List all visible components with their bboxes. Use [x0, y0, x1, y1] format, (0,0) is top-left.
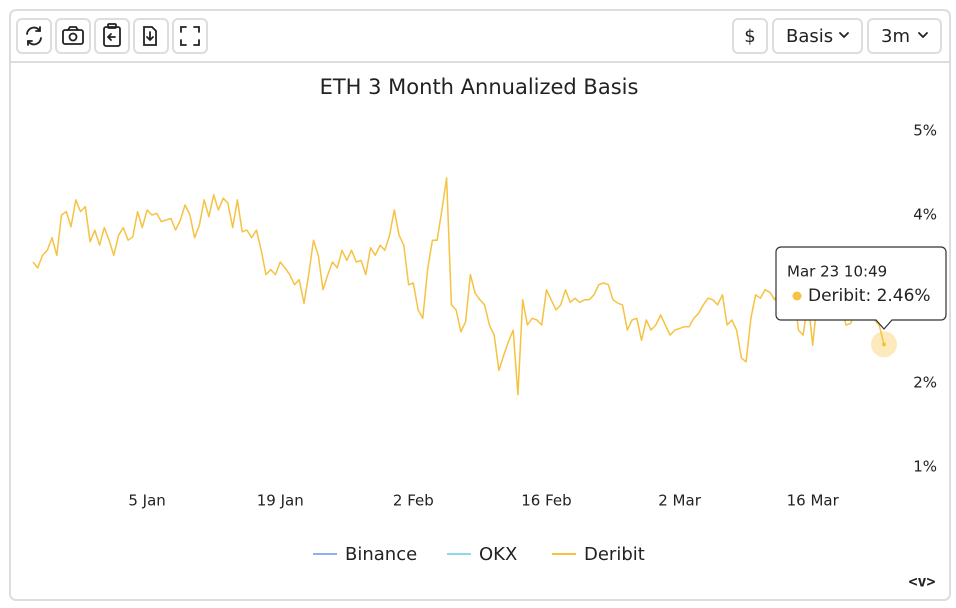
- collapse-toggle[interactable]: <v>: [908, 573, 935, 591]
- frame: [9, 9, 951, 601]
- tooltip-date: Mar 23 10:49: [787, 263, 887, 281]
- legend-label: Binance: [345, 544, 417, 565]
- tooltip: Mar 23 10:49 Deribit: 2.46%: [775, 246, 947, 330]
- currency-label: $: [744, 26, 755, 47]
- chevron: [839, 32, 849, 39]
- currency-button[interactable]: [732, 18, 768, 54]
- tooltip-value: Deribit: 2.46%: [808, 286, 931, 306]
- y-tick-label: 2%: [913, 374, 937, 392]
- x-tick-label: 2 Feb: [393, 492, 434, 510]
- legend-label: OKX: [479, 544, 517, 565]
- metric-dropdown[interactable]: [772, 18, 863, 54]
- fullscreen-button[interactable]: [172, 18, 208, 54]
- tooltip-dot: [792, 291, 802, 301]
- x-tick-label: 2 Mar: [658, 492, 701, 510]
- x-tick-label: 16 Mar: [787, 492, 840, 510]
- y-tick-label: 5%: [913, 122, 937, 140]
- copy-button[interactable]: [94, 18, 130, 54]
- x-tick-label: 5 Jan: [128, 492, 165, 510]
- legend-item[interactable]: Deribit: [552, 544, 645, 565]
- download-button[interactable]: [133, 18, 169, 54]
- tooltip-box: [775, 246, 947, 330]
- chart-title: ETH 3 Month Annualized Basis: [320, 75, 639, 99]
- chevron: [918, 32, 928, 39]
- range-label: 3m: [881, 26, 910, 47]
- hover-point: [882, 342, 886, 347]
- y-tick-label: 4%: [913, 206, 937, 224]
- series-line: [32, 177, 885, 396]
- refresh-button[interactable]: [16, 18, 52, 54]
- x-tick-label: 19 Jan: [257, 492, 304, 510]
- screenshot-button[interactable]: [55, 18, 91, 54]
- x-tick-label: 16 Feb: [521, 492, 571, 510]
- range-dropdown[interactable]: [867, 18, 942, 54]
- legend-item[interactable]: OKX: [447, 544, 517, 565]
- y-tick-label: 1%: [913, 458, 937, 476]
- metric-label: Basis: [786, 26, 833, 47]
- legend-label: Deribit: [584, 544, 645, 565]
- legend-item[interactable]: Binance: [313, 544, 417, 565]
